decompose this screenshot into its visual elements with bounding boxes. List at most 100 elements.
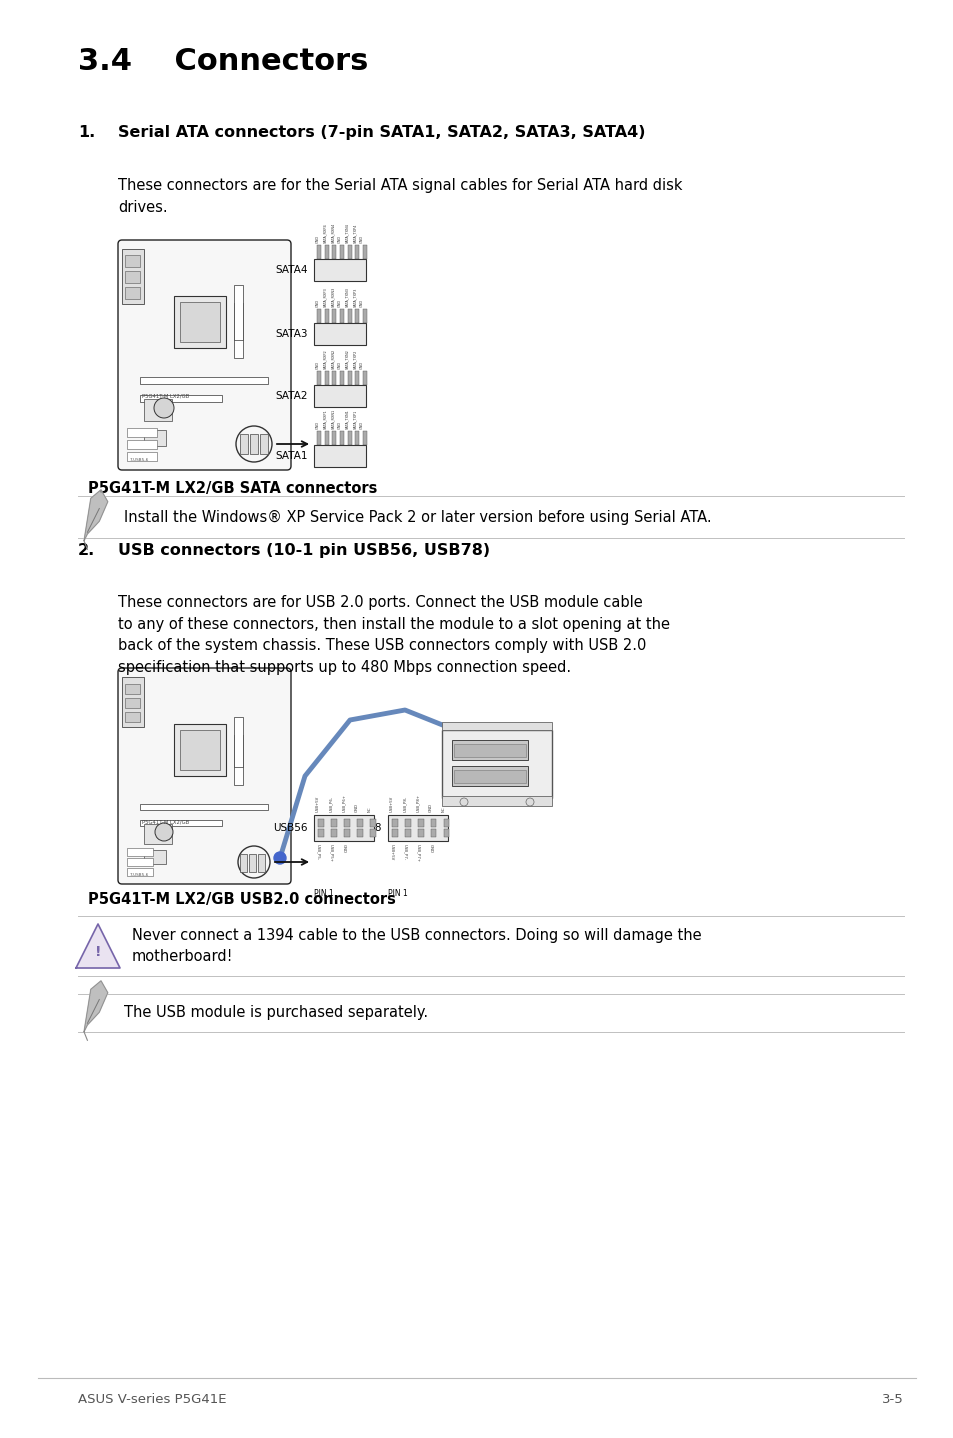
Bar (417, 828, 423, 837)
Text: SATA_TXN3: SATA_TXN3 (345, 288, 349, 306)
Text: SATA_RXN1: SATA_RXN1 (331, 408, 335, 429)
Bar (344, 820, 349, 827)
Bar (314, 815, 374, 841)
Bar (127, 440, 157, 449)
Text: P5G41T-M LX2/GB: P5G41T-M LX2/GB (142, 393, 189, 398)
Bar (347, 431, 352, 444)
Bar (443, 828, 449, 837)
Bar (443, 820, 449, 827)
Text: GND: GND (315, 234, 319, 243)
Bar (316, 371, 320, 385)
Bar (233, 303, 243, 358)
Text: GND: GND (337, 299, 341, 306)
Text: These connectors are for the Serial ATA signal cables for Serial ATA hard disk
d: These connectors are for the Serial ATA … (118, 178, 681, 214)
Bar (454, 769, 525, 784)
Bar (441, 731, 552, 798)
Bar (233, 718, 243, 766)
Text: NC: NC (441, 807, 446, 812)
Text: GND: GND (429, 802, 433, 812)
Bar (314, 385, 366, 407)
Bar (125, 288, 140, 299)
Circle shape (154, 823, 172, 841)
Text: These connectors are for USB 2.0 ports. Connect the USB module cable
to any of t: These connectors are for USB 2.0 ports. … (118, 595, 669, 674)
Bar (332, 309, 336, 324)
Text: GND: GND (355, 802, 358, 812)
Text: GND: GND (337, 234, 341, 243)
Bar (173, 296, 226, 348)
Bar (127, 452, 157, 462)
Bar (240, 434, 248, 454)
Text: USB_P8+: USB_P8+ (416, 794, 419, 812)
Polygon shape (76, 925, 120, 968)
Text: SATA_RXP3: SATA_RXP3 (323, 288, 327, 306)
Text: Install the Windows® XP Service Pack 2 or later version before using Serial ATA.: Install the Windows® XP Service Pack 2 o… (124, 509, 711, 525)
Bar (127, 869, 152, 876)
Bar (257, 854, 265, 871)
Text: SATA_TXN4: SATA_TXN4 (345, 223, 349, 243)
Text: GND: GND (315, 421, 319, 429)
Bar (140, 804, 268, 810)
Text: USB56: USB56 (274, 823, 308, 833)
Text: GND: GND (337, 361, 341, 370)
Text: 2.: 2. (78, 544, 95, 558)
Bar (363, 371, 367, 385)
Bar (441, 797, 552, 807)
Bar (127, 429, 157, 437)
Bar (355, 431, 359, 444)
Circle shape (274, 851, 286, 864)
Text: P5G41T-M LX2/GB: P5G41T-M LX2/GB (142, 820, 189, 824)
Bar (144, 398, 172, 421)
Text: SATA_RXP4: SATA_RXP4 (323, 223, 327, 243)
Bar (370, 820, 375, 827)
Text: GND: GND (359, 361, 364, 370)
Bar (363, 244, 367, 259)
Bar (125, 684, 140, 695)
Text: SATA_TXP2: SATA_TXP2 (353, 349, 356, 370)
Text: GND: GND (359, 421, 364, 429)
Text: PIN 1: PIN 1 (388, 889, 407, 897)
Bar (317, 828, 323, 837)
Bar (356, 820, 362, 827)
Bar (431, 828, 436, 837)
Text: SATA1: SATA1 (275, 452, 308, 462)
Bar (356, 828, 362, 837)
Text: 3.4    Connectors: 3.4 Connectors (78, 47, 368, 76)
Bar (250, 434, 257, 454)
Text: Never connect a 1394 cable to the USB connectors. Doing so will damage the
mothe: Never connect a 1394 cable to the USB co… (132, 928, 700, 963)
Text: SATA_TXP4: SATA_TXP4 (353, 224, 356, 243)
Bar (347, 309, 352, 324)
Text: GND: GND (359, 234, 364, 243)
Bar (324, 309, 329, 324)
Bar (347, 371, 352, 385)
Bar (370, 828, 375, 837)
Text: USB_P5+: USB_P5+ (329, 844, 333, 861)
Text: ASUS V-series P5G41E: ASUS V-series P5G41E (78, 1393, 226, 1406)
Text: 7-USB5-6: 7-USB5-6 (130, 457, 150, 462)
Polygon shape (84, 490, 108, 541)
Text: USB_P8-: USB_P8- (402, 795, 407, 812)
Text: GND: GND (337, 421, 341, 429)
Bar (339, 431, 344, 444)
Text: SATA_RXN2: SATA_RXN2 (331, 349, 335, 370)
Text: USB+5V: USB+5V (315, 795, 319, 812)
Text: SATA4: SATA4 (275, 265, 308, 275)
Bar (122, 249, 144, 303)
Circle shape (459, 798, 468, 807)
Text: SATA_TXN2: SATA_TXN2 (345, 349, 349, 370)
Text: GND: GND (341, 844, 346, 853)
Bar (125, 697, 140, 707)
Bar (140, 377, 268, 384)
Bar (392, 828, 397, 837)
Bar (249, 854, 255, 871)
Text: USB_P7-: USB_P7- (402, 844, 407, 860)
Bar (127, 858, 152, 866)
Bar (452, 766, 527, 787)
Bar (144, 824, 172, 844)
Bar (332, 244, 336, 259)
Text: 7-USB5-6: 7-USB5-6 (130, 873, 150, 877)
Bar (324, 244, 329, 259)
Circle shape (525, 798, 534, 807)
Text: PIN 1: PIN 1 (314, 889, 334, 897)
Bar (331, 828, 336, 837)
Bar (363, 431, 367, 444)
